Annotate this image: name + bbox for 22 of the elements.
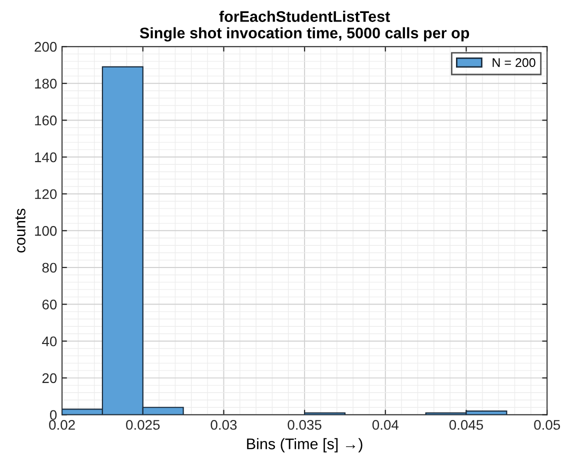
x-tick-label: 0.04 — [372, 420, 399, 430]
y-tick-label: 200 — [34, 42, 57, 52]
x-tick-label: 0.025 — [126, 420, 160, 430]
y-tick-label: 120 — [35, 189, 57, 200]
x-tick-label: 0.045 — [449, 420, 484, 430]
x-tick-label: 0.035 — [288, 420, 322, 430]
chart-title: forEachStudentListTest Single shot invocation time, 5000 calls per op — [140, 10, 470, 42]
x-tick-label: 0.03 — [210, 420, 237, 430]
y-tick-label: 160 — [35, 116, 57, 126]
y-tick-label: 80 — [42, 262, 57, 273]
y-tick-label: 40 — [42, 336, 57, 346]
y-tick-label: 0 — [50, 410, 57, 420]
y-tick-label: 100 — [35, 226, 57, 236]
legend-label: N = 200 — [492, 58, 536, 68]
x-axis-title: Bins (Time [s] →) — [247, 438, 362, 452]
y-tick-label: 20 — [42, 373, 57, 384]
y-axis-title: counts — [15, 208, 26, 253]
y-tick-label: 180 — [35, 78, 57, 89]
x-tick-label: 0.02 — [49, 420, 75, 430]
y-tick-label: 60 — [42, 300, 57, 310]
x-tick-label: 0.05 — [534, 420, 560, 430]
y-tick-label: 140 — [35, 152, 57, 162]
